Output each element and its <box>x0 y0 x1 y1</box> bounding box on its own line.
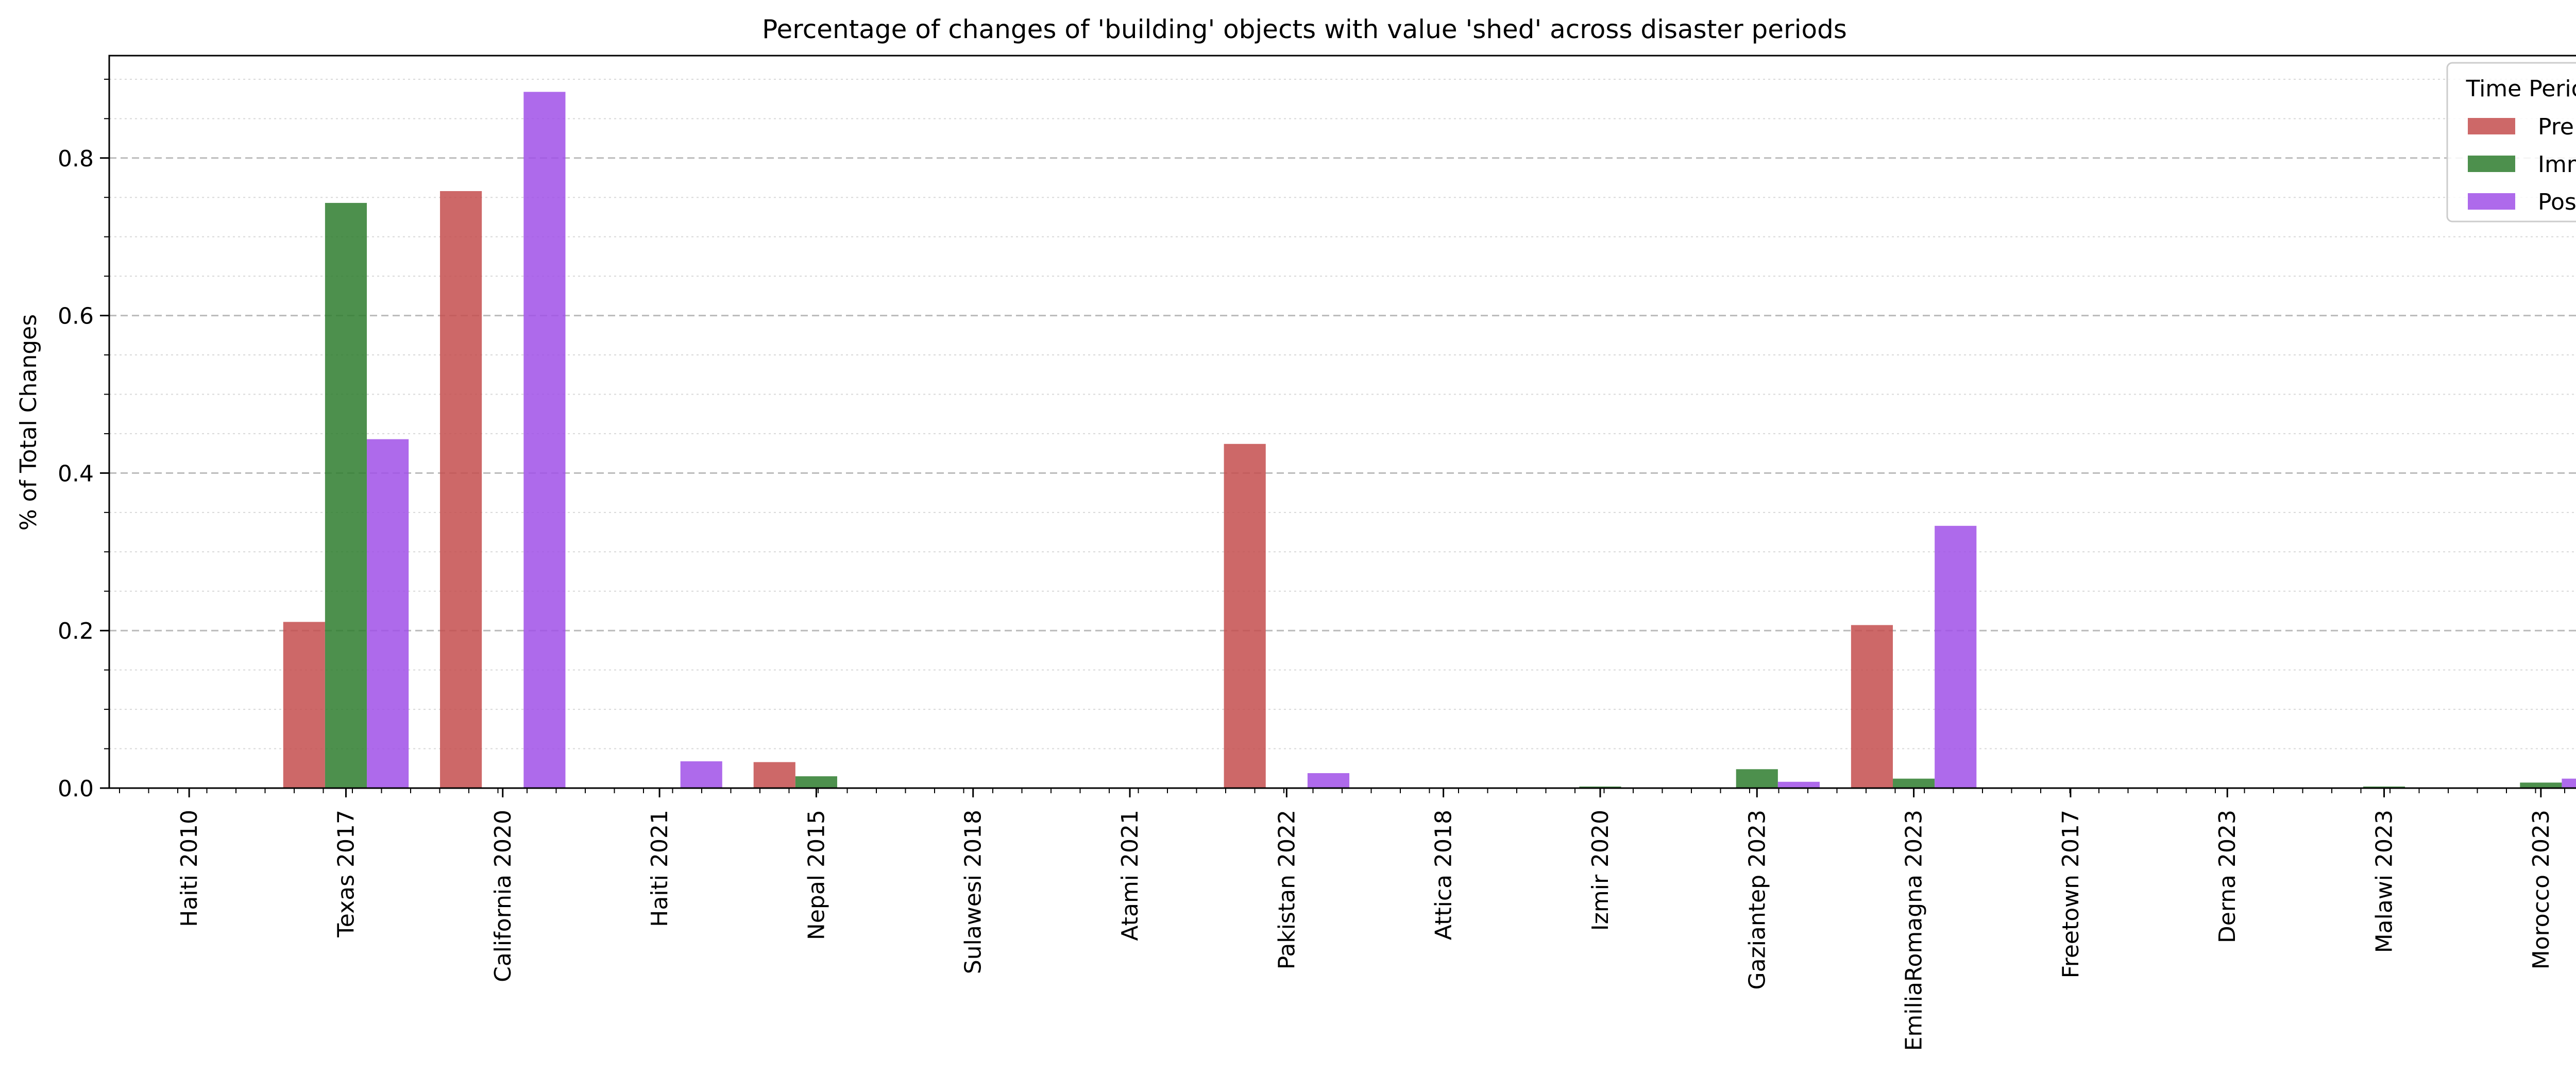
bar-imm-emiliaromagna-2023 <box>1893 778 1935 788</box>
bar-pre-nepal-2015 <box>753 762 795 788</box>
x-tick-label: Nepal 2015 <box>803 810 829 940</box>
x-tick-label: Sulawesi 2018 <box>960 810 987 974</box>
x-tick-label: Pakistan 2022 <box>1274 810 1300 969</box>
x-tick-label: Haiti 2021 <box>647 810 673 927</box>
x-tick-label: Izmir 2020 <box>1587 810 1614 931</box>
bar-imm-gaziantep-2023 <box>1736 769 1778 788</box>
x-tick-label: Texas 2017 <box>333 810 359 938</box>
x-tick-label: California 2020 <box>490 810 516 982</box>
x-tick-label: Morocco 2023 <box>2528 810 2554 969</box>
bar-imm-izmir-2020 <box>1579 786 1621 788</box>
bar-imm-malawi-2023 <box>2363 786 2405 788</box>
bar-post-texas-2017 <box>367 439 409 788</box>
bar-pre-pakistan-2022 <box>1224 443 1266 788</box>
legend-swatch-pre <box>2468 118 2515 134</box>
x-tick-label: Haiti 2010 <box>176 810 202 927</box>
legend-swatch-imm <box>2468 156 2515 172</box>
legend-label-pre: Pre <box>2538 114 2574 140</box>
legend: Time Period Pre Imm Post <box>2446 62 2576 223</box>
bar-post-california-2020 <box>523 92 566 789</box>
bar-imm-nepal-2015 <box>795 776 837 788</box>
chart-title: Percentage of changes of 'building' obje… <box>762 14 1847 44</box>
bar-imm-morocco-2023 <box>2520 782 2562 788</box>
legend-box <box>2446 62 2576 223</box>
x-tick-label: Atami 2021 <box>1117 810 1143 941</box>
y-axis-label: % of Total Changes <box>15 314 42 531</box>
x-tick-label: Derna 2023 <box>2214 810 2241 943</box>
x-tick-label: Freetown 2017 <box>2058 810 2084 978</box>
bar-post-pakistan-2022 <box>1307 773 1350 788</box>
axes: 0.0 0.2 0.4 0.6 0.8 Haiti 2010 Texas 2017 Calif… <box>58 78 2565 1051</box>
y-tick-label: 0.2 <box>58 618 94 644</box>
bars <box>283 92 2576 789</box>
x-tick-label: EmiliaRomagna 2023 <box>1901 810 1927 1051</box>
legend-entries: Pre Imm Post <box>2468 114 2576 215</box>
x-tick-label: Gaziantep 2023 <box>1744 810 1770 989</box>
bar-post-gaziantep-2023 <box>1777 781 1820 788</box>
bar-pre-texas-2017 <box>283 622 325 788</box>
legend-swatch-post <box>2468 193 2515 210</box>
legend-label-post: Post <box>2538 189 2576 215</box>
bar-post-haiti-2021 <box>680 761 722 788</box>
y-tick-label: 0.4 <box>58 460 94 487</box>
y-tick-label: 0.0 <box>58 776 94 802</box>
bar-pre-emiliaromagna-2023 <box>1851 625 1893 788</box>
y-tick-label: 0.8 <box>58 146 94 172</box>
legend-title: Time Period <box>2466 76 2576 102</box>
bar-post-emiliaromagna-2023 <box>1935 525 1977 788</box>
plot-frame <box>108 55 2576 789</box>
bar-pre-california-2020 <box>440 191 482 789</box>
legend-label-imm: Imm <box>2538 151 2576 178</box>
bar-post-morocco-2023 <box>2562 778 2576 788</box>
x-tick-label: Malawi 2023 <box>2371 810 2398 953</box>
x-tick-label: Attica 2018 <box>1431 810 1457 940</box>
bar-imm-texas-2017 <box>325 202 367 788</box>
y-tick-label: 0.6 <box>58 303 94 330</box>
